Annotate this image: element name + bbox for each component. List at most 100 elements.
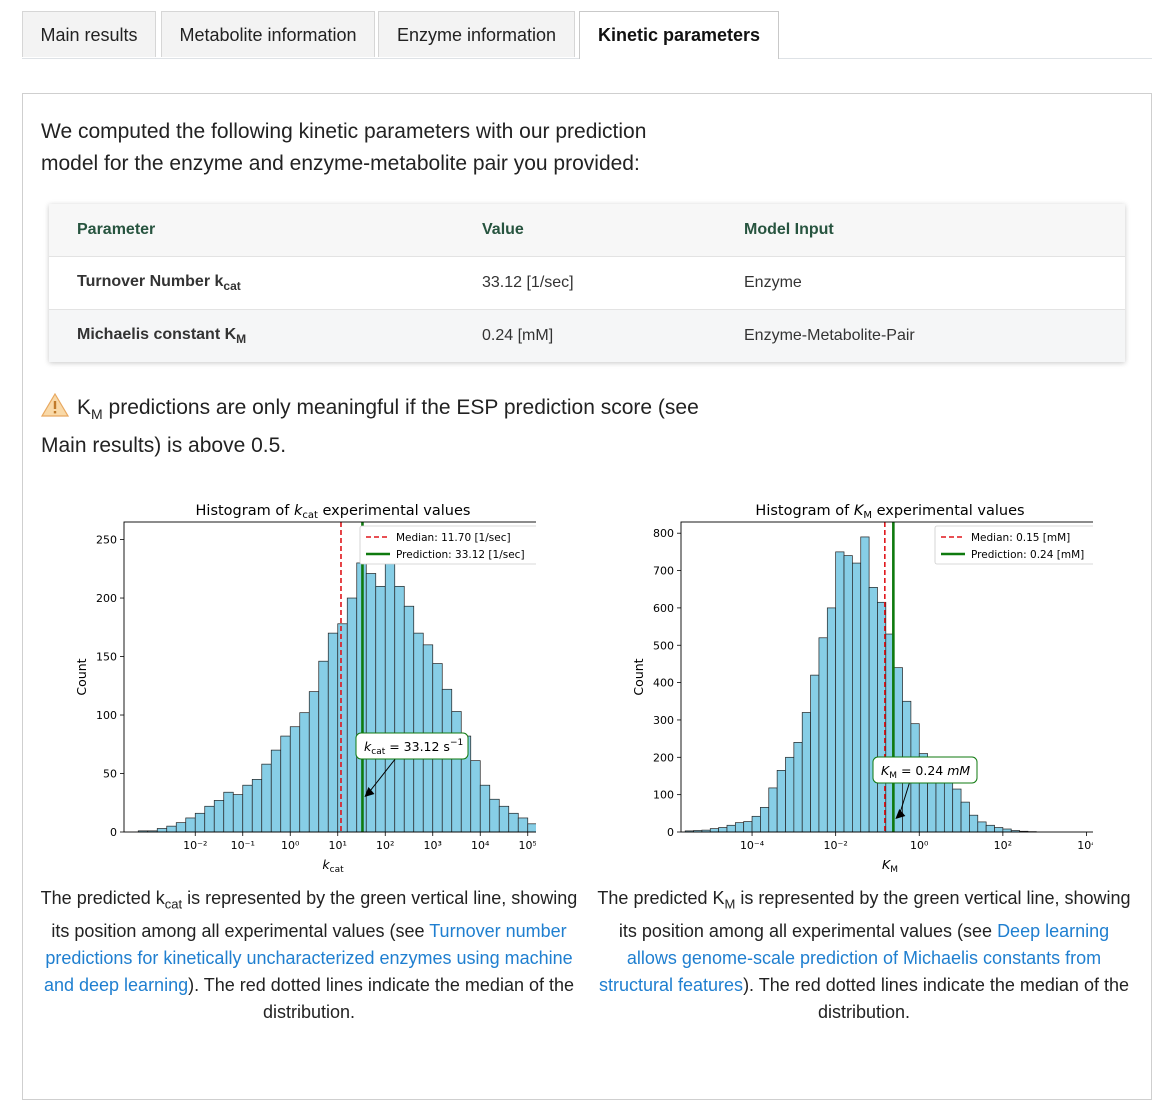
histogram-bar [327, 632, 339, 833]
warning-sub: M [91, 406, 103, 423]
histogram-bar [375, 585, 386, 833]
y-tick-label: 600 [653, 602, 674, 615]
tab-metabolite-information[interactable]: Metabolite information [161, 11, 375, 57]
kinetic-parameters-panel: We computed the following kinetic parame… [22, 93, 1152, 1100]
x-tick-label: 10³ [424, 839, 442, 852]
header-value: Value [454, 204, 716, 257]
annotation-label: kcat = 33.12 s−1 [364, 738, 463, 757]
annotation-arrowhead [364, 787, 375, 797]
y-tick-label: 50 [103, 768, 117, 781]
legend-prediction-label: Prediction: 0.24 [mM] [971, 549, 1084, 561]
histogram-bar [960, 801, 970, 833]
histogram-bar [818, 637, 828, 833]
histogram-bar [826, 607, 837, 833]
x-tick-label: 10⁻⁴ [740, 839, 765, 852]
warning-triangle-icon [41, 393, 69, 417]
plot-frame [123, 521, 536, 833]
legend-median-label: Median: 0.15 [mM] [971, 532, 1070, 544]
histogram-bar [289, 726, 301, 833]
km-warning: KM predictions are only meaningful if th… [41, 392, 701, 462]
km-reference-link[interactable]: Deep learning allows genome-scale predic… [599, 920, 1110, 995]
annotation-arrow [898, 782, 910, 816]
histogram-bar [852, 562, 862, 833]
y-tick-label: 250 [96, 534, 117, 547]
histogram-bar [232, 794, 244, 833]
y-tick-label: 100 [653, 789, 674, 802]
tab-enzyme-information[interactable]: Enzyme information [378, 11, 575, 57]
y-tick-label: 400 [653, 677, 674, 690]
parameter-value: 33.12 [1/sec] [454, 256, 716, 310]
histogram-bar [185, 817, 196, 833]
histogram-bar [760, 806, 770, 833]
histogram-bar [384, 533, 396, 833]
histogram-bar [489, 798, 500, 833]
histogram-bar [801, 712, 811, 833]
histogram-bar [843, 555, 853, 833]
y-tick-label: 150 [96, 651, 117, 664]
histogram-bar [734, 822, 745, 833]
histogram-bar [868, 587, 878, 833]
kcat-caption: The predicted kcat is represented by the… [40, 888, 578, 1022]
histogram-bar [977, 821, 987, 833]
km-caption: The predicted KM is represented by the g… [597, 888, 1131, 1022]
annotation-label: KM = 0.24 mM [881, 763, 970, 781]
histogram-bar [470, 760, 481, 833]
parameter-name: Michaelis constant KM [49, 309, 454, 362]
tab-bar: Main results Metabolite information Enzy… [22, 11, 1152, 59]
table-row: Turnover Number kcat 33.12 [1/sec] Enzym… [49, 256, 1125, 310]
histogram-bar [318, 660, 329, 833]
histogram-bar [175, 822, 187, 833]
histogram-bar [785, 756, 795, 833]
histogram-bar [223, 791, 234, 833]
histogram-bar [261, 763, 272, 833]
y-tick-label: 700 [653, 565, 674, 578]
annotation-arrowhead [895, 809, 906, 819]
histogram-bar [308, 691, 320, 833]
y-axis-label: Count [631, 658, 646, 695]
parameter-name: Turnover Number kcat [49, 256, 454, 310]
y-tick-label: 100 [96, 709, 117, 722]
histogram-bar [156, 828, 168, 833]
chart-title: Histogram of KM experimental values [755, 503, 1024, 521]
warning-k: K [77, 396, 92, 419]
plot-frame [680, 521, 1093, 833]
legend-prediction-label: Prediction: 33.12 [1/sec] [396, 549, 525, 561]
histogram-bar [204, 805, 215, 833]
x-tick-label: 10⁻¹ [231, 839, 255, 852]
histogram-bar [726, 824, 736, 833]
histogram-bar [498, 805, 510, 833]
histogram-bar [517, 817, 529, 833]
x-tick-label: 10⁻² [183, 839, 207, 852]
parameter-model-input: Enzyme-Metabolite-Pair [716, 309, 1125, 362]
chart-title: Histogram of kcat experimental values [196, 503, 471, 521]
histogram-bar [994, 827, 1004, 833]
histogram-bar [280, 735, 291, 833]
parameter-model-input: Enzyme [716, 256, 1125, 310]
x-tick-label: 10⁵ [519, 839, 536, 852]
warning-text: predictions are only meaningful if the E… [41, 396, 699, 458]
histogram-bar [709, 828, 719, 833]
histogram-bar [441, 688, 453, 833]
kcat-reference-link[interactable]: Turnover number predictions for kinetica… [43, 920, 573, 995]
x-tick-label: 10⁰ [910, 839, 929, 852]
x-axis-label: kcat [322, 857, 344, 875]
tab-kinetic-parameters[interactable]: Kinetic parameters [579, 11, 779, 59]
x-tick-label: 10⁻² [824, 839, 848, 852]
histogram-bar [479, 784, 491, 833]
header-model-input: Model Input [716, 204, 1125, 257]
histogram-bar [718, 827, 728, 833]
y-tick-label: 0 [667, 826, 674, 839]
y-tick-label: 0 [110, 826, 117, 839]
tab-main-results[interactable]: Main results [22, 11, 156, 57]
annotation-arrow [368, 758, 396, 794]
x-tick-label: 10¹ [329, 839, 347, 852]
histogram-bar [403, 605, 415, 833]
histogram-bar [337, 623, 348, 833]
x-axis-label: KM [882, 857, 898, 875]
histogram-bar [751, 815, 761, 833]
histogram-bar [835, 551, 845, 833]
x-tick-label: 10² [376, 839, 394, 852]
histogram-bar [508, 812, 519, 833]
histogram-bar [743, 821, 753, 833]
histogram-bar [527, 823, 536, 833]
